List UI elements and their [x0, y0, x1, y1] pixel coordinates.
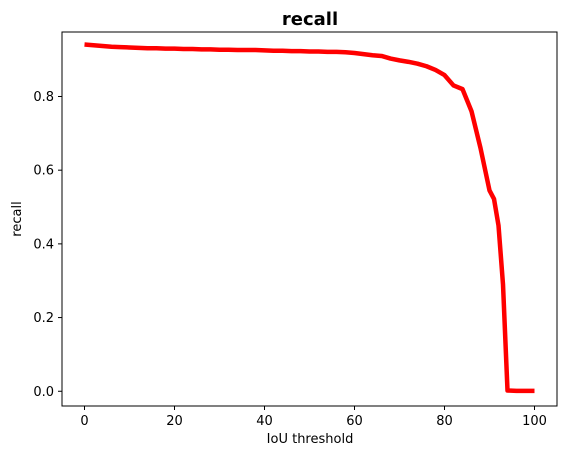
chart-title: recall	[282, 9, 338, 30]
x-tick-label: 0	[80, 414, 88, 429]
x-tick-label: 80	[436, 414, 453, 429]
x-tick-label: 100	[522, 414, 547, 429]
y-axis: 0.0 0.2 0.4 0.6 0.8	[33, 90, 62, 400]
x-axis-label: IoU threshold	[267, 432, 354, 447]
plot-area	[61, 31, 558, 407]
y-tick-label: 0.6	[33, 164, 54, 179]
y-tick-label: 0.0	[33, 385, 54, 400]
x-tick-label: 40	[256, 414, 273, 429]
x-tick-label: 20	[166, 414, 183, 429]
y-axis-label: recall	[10, 201, 25, 236]
y-tick-label: 0.2	[33, 311, 54, 326]
series-line-0	[84, 42, 535, 394]
x-axis: 0 20 40 60 80 100	[80, 406, 547, 429]
y-tick-label: 0.4	[33, 237, 54, 252]
series-layer	[84, 42, 535, 394]
x-tick-label: 60	[346, 414, 363, 429]
y-tick-label: 0.8	[33, 90, 54, 105]
